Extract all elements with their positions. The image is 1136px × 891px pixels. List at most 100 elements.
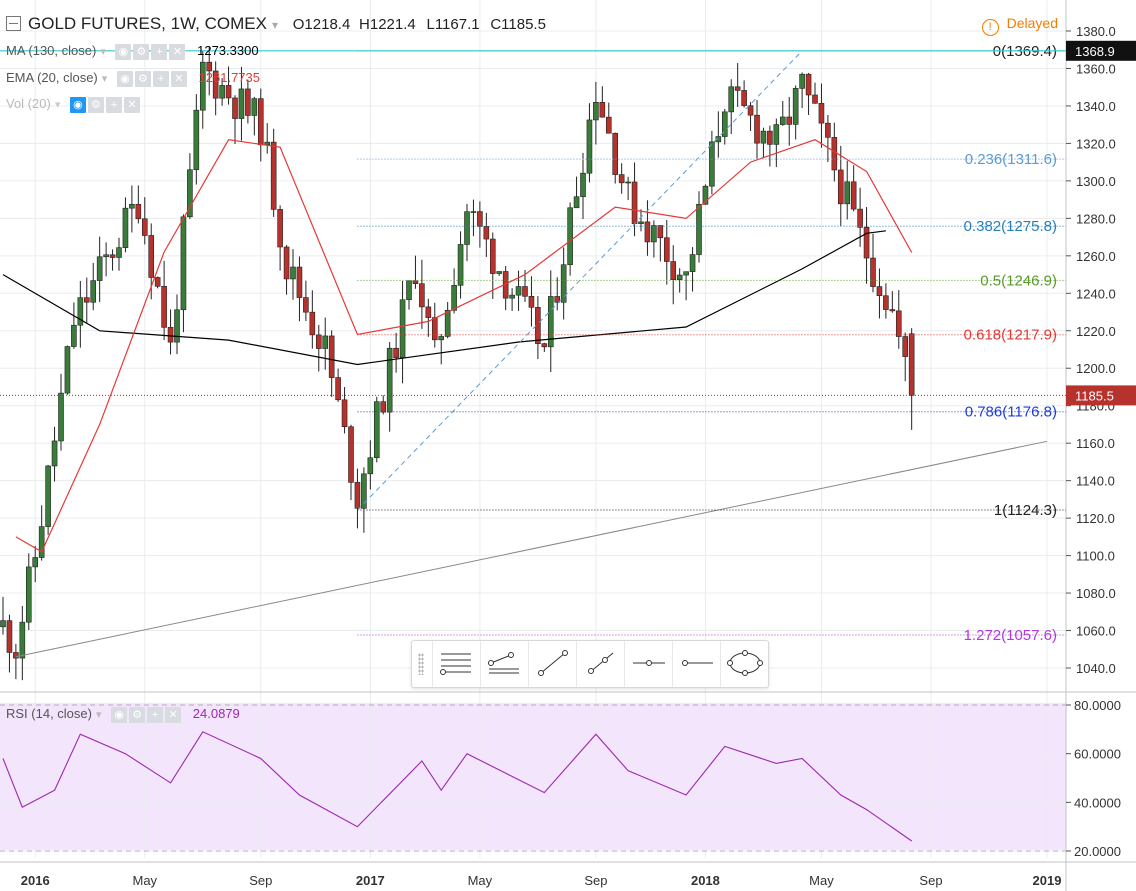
- candle-body: [779, 116, 786, 125]
- candle-body: [651, 225, 657, 243]
- candle-body: [393, 347, 399, 359]
- ema-dropdown-icon[interactable]: ▾: [101, 73, 108, 85]
- candle-body: [58, 392, 64, 442]
- vol-dropdown-icon[interactable]: ▾: [54, 99, 61, 111]
- fib-level-label: 0.786(1176.8): [965, 404, 1057, 421]
- ohlc-open: O1218.4: [292, 16, 351, 33]
- horizontal-ray-icon: [682, 660, 713, 666]
- ma130-line: [2, 230, 886, 366]
- candle-body: [457, 244, 464, 286]
- candle-body: [431, 317, 438, 341]
- trend-line-tool[interactable]: [528, 641, 577, 687]
- legend-rsi[interactable]: RSI (14, close) ▾ ◉ ⚙ + ✕ 24.0879: [6, 706, 240, 724]
- delayed-badge[interactable]: ! Delayed: [981, 15, 1058, 36]
- drag-handle-icon[interactable]: [418, 653, 424, 675]
- horizontal-line-tool[interactable]: [624, 641, 673, 687]
- price-tick-label: 1080.0: [1076, 586, 1116, 601]
- candle-body: [6, 620, 13, 653]
- plus-icon[interactable]: +: [152, 71, 169, 88]
- ma-dropdown-icon[interactable]: ▾: [100, 46, 106, 58]
- candle-body: [303, 297, 309, 313]
- gear-icon[interactable]: ⚙: [133, 44, 150, 61]
- candle-body: [264, 141, 271, 146]
- candle-body: [812, 94, 818, 104]
- legend-ma[interactable]: MA (130, close) ▾ ◉ ⚙ + ✕ 1273.3300: [6, 43, 259, 61]
- candle-body: [805, 73, 812, 96]
- candle-body: [908, 333, 915, 396]
- price-tick-label: 1220.0: [1076, 324, 1116, 339]
- candle-body: [25, 566, 32, 623]
- price-tick-label: 1060.0: [1076, 624, 1116, 639]
- plus-icon[interactable]: +: [147, 707, 164, 724]
- candle-body: [586, 119, 593, 174]
- candle-body: [64, 346, 71, 394]
- candle-body: [599, 102, 606, 118]
- collapse-toggle[interactable]: [6, 16, 21, 31]
- candle-body: [141, 218, 148, 236]
- ohlc-close: C1185.5: [490, 16, 546, 33]
- candle-body: [174, 309, 180, 343]
- fib-extension-tool[interactable]: [480, 641, 529, 687]
- fib-retracement-tool[interactable]: [432, 641, 481, 687]
- candle-body: [870, 257, 876, 287]
- candle-body: [580, 172, 586, 198]
- candle-body: [715, 136, 722, 143]
- plus-icon[interactable]: +: [151, 44, 168, 61]
- ray-tool[interactable]: [576, 641, 625, 687]
- time-axis-label: Sep: [584, 873, 607, 888]
- ema-tools: ◉ ⚙ + ✕: [116, 70, 189, 88]
- eye-icon[interactable]: ◉: [115, 44, 132, 61]
- warning-icon: !: [981, 19, 999, 36]
- close-icon[interactable]: ✕: [169, 44, 186, 61]
- gear-icon[interactable]: ⚙: [129, 707, 146, 724]
- candle-body: [709, 141, 715, 187]
- ma-label: MA (130, close): [6, 43, 97, 58]
- rsi-band: [0, 703, 1066, 850]
- candle-body: [212, 70, 219, 99]
- candle-body: [77, 297, 84, 326]
- close-icon[interactable]: ✕: [165, 707, 182, 724]
- gear-icon[interactable]: ⚙: [134, 71, 151, 88]
- rsi-value: 24.0879: [192, 706, 240, 721]
- candle-body: [219, 85, 225, 99]
- close-icon[interactable]: ✕: [123, 97, 140, 114]
- legend-volume[interactable]: Vol (20) ▾ ◉ ⚙ + ✕: [6, 96, 142, 114]
- candle-body: [470, 211, 477, 213]
- rsi-tick-label: 20.0000: [1074, 844, 1121, 859]
- candle-body: [696, 203, 702, 255]
- candle-body: [154, 277, 161, 287]
- support-trendline: [15, 440, 1048, 658]
- candle-body: [515, 286, 522, 296]
- plus-icon[interactable]: +: [105, 97, 122, 114]
- close-icon[interactable]: ✕: [170, 71, 187, 88]
- candle-body: [528, 295, 535, 308]
- candle-body: [734, 86, 741, 91]
- candle-body: [251, 98, 258, 116]
- candle-body: [245, 88, 251, 116]
- candle-body: [638, 221, 644, 224]
- eye-icon[interactable]: ◉: [69, 97, 86, 114]
- ema-label: EMA (20, close): [6, 70, 98, 85]
- candle-body: [19, 621, 26, 659]
- rsi-dropdown-icon[interactable]: ▾: [95, 709, 102, 721]
- rsi-label: RSI (14, close): [6, 706, 92, 721]
- gear-icon[interactable]: ⚙: [87, 97, 104, 114]
- legend-ema[interactable]: EMA (20, close) ▾ ◉ ⚙ + ✕ 1261.7735: [6, 70, 260, 88]
- symbol-dropdown-icon[interactable]: ▾: [271, 18, 279, 32]
- time-axis-label: Sep: [919, 873, 942, 888]
- candle-body: [464, 211, 470, 245]
- ellipse-tool[interactable]: [720, 641, 769, 687]
- price-tick-label: 1140.0: [1076, 474, 1115, 489]
- candle-body: [238, 88, 245, 119]
- rsi-tick-label: 40.0000: [1074, 795, 1121, 810]
- eye-icon[interactable]: ◉: [116, 71, 133, 88]
- eye-icon[interactable]: ◉: [111, 707, 128, 724]
- candle-body: [567, 207, 573, 266]
- candle-body: [51, 440, 58, 467]
- horizontal-ray-tool[interactable]: [672, 641, 721, 687]
- trend-line-icon: [538, 650, 568, 676]
- ma-tools: ◉ ⚙ + ✕: [115, 43, 187, 61]
- symbol-title[interactable]: GOLD FUTURES, 1W, COMEX: [28, 14, 267, 33]
- candle-body: [593, 102, 599, 121]
